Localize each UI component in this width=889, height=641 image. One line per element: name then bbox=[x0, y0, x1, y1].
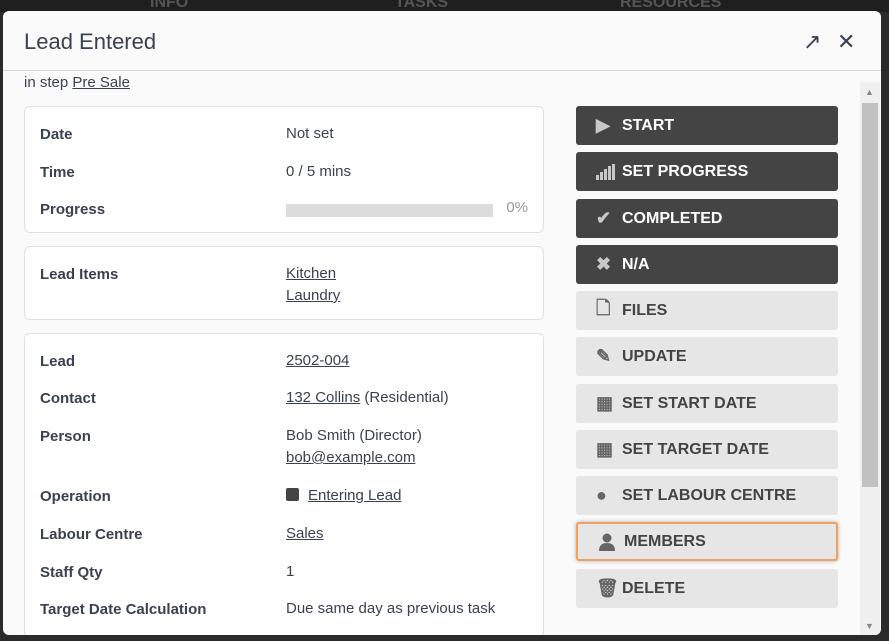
date-label: Date bbox=[40, 126, 73, 143]
pencil-icon: ✎ bbox=[596, 346, 612, 366]
file-icon: 🗋 bbox=[596, 297, 611, 318]
set-target-date-label: SET TARGET DATE bbox=[622, 440, 769, 458]
step-prefix: in step bbox=[24, 74, 69, 91]
summary-card: Date Not set Time 0 / 5 mins Progress 0% bbox=[24, 106, 544, 233]
operation-color-swatch bbox=[286, 488, 299, 501]
user-icon bbox=[598, 533, 624, 551]
target-date-calc-value: Due same day as previous task bbox=[286, 600, 496, 617]
play-icon: ▶ bbox=[596, 115, 610, 135]
start-label: START bbox=[622, 116, 675, 134]
bg-tab-info: INFO bbox=[150, 0, 189, 11]
scrollbar[interactable]: ▲ ▼ bbox=[860, 82, 880, 635]
files-label: FILES bbox=[622, 301, 668, 319]
completed-button[interactable]: ✔ COMPLETED bbox=[576, 199, 838, 238]
progress-label: Progress bbox=[40, 201, 106, 218]
contact-label: Contact bbox=[40, 390, 96, 407]
completed-label: COMPLETED bbox=[622, 209, 723, 227]
close-icon[interactable]: ✕ bbox=[837, 29, 856, 54]
lead-items-list: Kitchen Laundry bbox=[286, 263, 340, 307]
person-label: Person bbox=[40, 428, 91, 445]
set-start-date-label: SET START DATE bbox=[622, 394, 757, 412]
background-tabs: INFO TASKS RESOURCES bbox=[0, 0, 889, 12]
operation-link[interactable]: Entering Lead bbox=[308, 487, 402, 504]
lead-item-link[interactable]: Laundry bbox=[286, 287, 341, 304]
bg-tab-resources: RESOURCES bbox=[620, 0, 722, 11]
step-info: in step Pre Sale bbox=[24, 74, 130, 91]
set-target-date-button[interactable]: ▦ SET TARGET DATE bbox=[576, 430, 838, 469]
na-button[interactable]: ✖ N/A bbox=[576, 245, 838, 284]
trash-icon: 🗑 bbox=[596, 578, 619, 598]
members-label: MEMBERS bbox=[624, 532, 706, 550]
task-modal: Lead Entered ↗ ✕ in step Pre Sale Date No… bbox=[3, 11, 881, 635]
set-progress-label: SET PROGRESS bbox=[622, 162, 749, 180]
person-email-link[interactable]: bob@example.com bbox=[286, 449, 416, 466]
calendar-icon: ▦ bbox=[596, 439, 614, 459]
details-card: Lead 2502-004 Contact 132 Collins (Residen… bbox=[24, 333, 544, 635]
set-start-date-button[interactable]: ▦ SET START DATE bbox=[576, 384, 838, 423]
contact-link[interactable]: 132 Collins bbox=[286, 389, 361, 406]
members-button[interactable]: MEMBERS bbox=[576, 522, 838, 561]
bg-tab-tasks: TASKS bbox=[395, 0, 449, 11]
staff-qty-value: 1 bbox=[286, 563, 295, 580]
delete-label: DELETE bbox=[622, 579, 686, 597]
start-button[interactable]: ▶ START bbox=[576, 106, 838, 145]
labour-centre-label: Labour Centre bbox=[40, 526, 143, 543]
signal-bars-icon bbox=[596, 163, 622, 180]
x-icon: ✖ bbox=[596, 254, 612, 274]
progress-percent: 0% bbox=[506, 199, 528, 216]
update-button[interactable]: ✎ UPDATE bbox=[576, 337, 838, 376]
staff-qty-label: Staff Qty bbox=[40, 564, 103, 581]
scrollbar-thumb[interactable] bbox=[862, 103, 878, 487]
scroll-down-icon[interactable]: ▼ bbox=[865, 621, 874, 631]
update-label: UPDATE bbox=[622, 347, 687, 365]
labour-centre-link[interactable]: Sales bbox=[286, 525, 324, 542]
set-labour-centre-label: SET LABOUR CENTRE bbox=[622, 486, 797, 504]
circle-icon: ● bbox=[596, 485, 607, 505]
files-button[interactable]: 🗋 FILES bbox=[576, 291, 838, 330]
na-label: N/A bbox=[622, 255, 650, 273]
open-external-icon[interactable]: ↗ bbox=[803, 29, 822, 54]
modal-title: Lead Entered bbox=[24, 29, 157, 54]
time-label: Time bbox=[40, 164, 75, 181]
calendar-icon: ▦ bbox=[596, 393, 614, 413]
lead-items-label: Lead Items bbox=[40, 266, 119, 283]
lead-link[interactable]: 2502-004 bbox=[286, 352, 350, 369]
person-name: Bob Smith (Director) bbox=[286, 427, 422, 444]
progress-bar bbox=[286, 204, 493, 217]
step-link[interactable]: Pre Sale bbox=[72, 74, 130, 91]
target-date-calc-label: Target Date Calculation bbox=[40, 601, 207, 618]
time-value: 0 / 5 mins bbox=[286, 163, 352, 180]
operation-label: Operation bbox=[40, 488, 111, 505]
lead-item-link[interactable]: Kitchen bbox=[286, 265, 337, 282]
date-value: Not set bbox=[286, 125, 334, 142]
modal-header: Lead Entered ↗ ✕ bbox=[3, 11, 881, 71]
lead-label: Lead bbox=[40, 353, 76, 370]
set-labour-centre-button[interactable]: ● SET LABOUR CENTRE bbox=[576, 476, 838, 515]
contact-type: (Residential) bbox=[364, 389, 449, 406]
delete-button[interactable]: 🗑 DELETE bbox=[576, 569, 838, 608]
lead-items-card: Lead Items Kitchen Laundry bbox=[24, 246, 544, 320]
set-progress-button[interactable]: SET PROGRESS bbox=[576, 152, 838, 191]
scroll-up-icon[interactable]: ▲ bbox=[865, 87, 874, 97]
check-icon: ✔ bbox=[596, 208, 612, 228]
